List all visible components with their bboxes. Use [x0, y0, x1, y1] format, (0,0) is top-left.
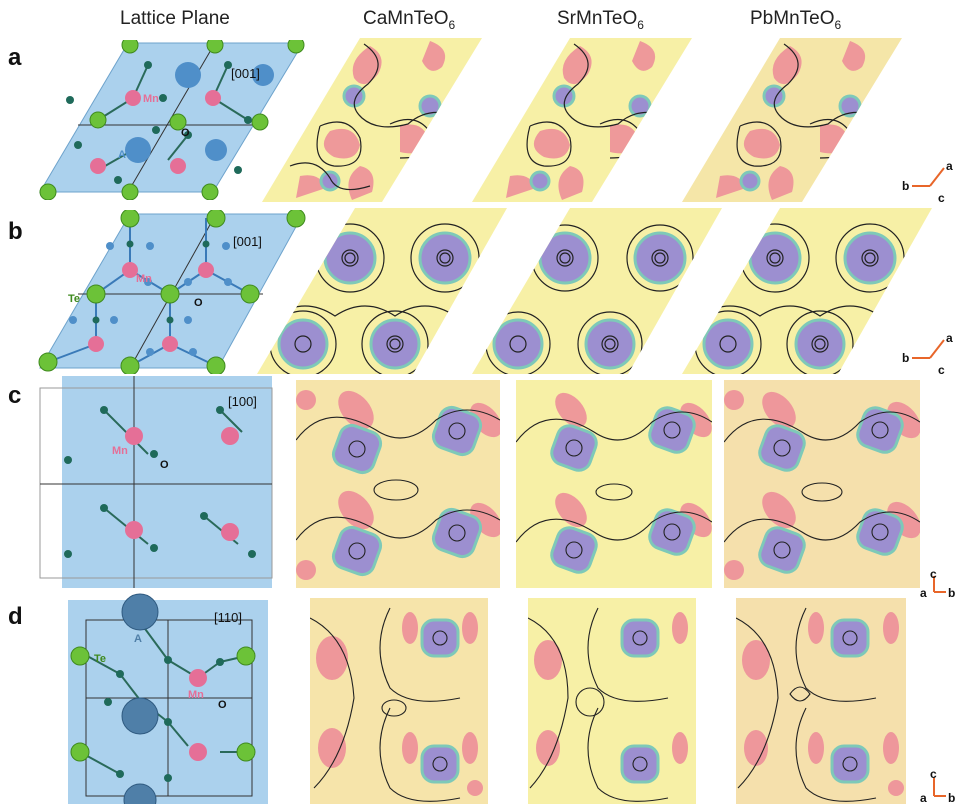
axis-indicator-b: a b c: [902, 331, 953, 377]
density-map-b-pbmnteo6: [682, 208, 932, 374]
density-map-d-pbmnteo6: [736, 598, 906, 804]
svg-text:b: b: [948, 586, 955, 600]
header-pbmnteo6: PbMnTeO6: [750, 8, 842, 32]
header-srmnteo6: SrMnTeO6: [557, 8, 644, 32]
svg-text:O: O: [181, 127, 190, 139]
svg-text:b: b: [948, 791, 955, 804]
svg-text:c: c: [930, 768, 937, 781]
svg-text:O: O: [218, 699, 227, 711]
svg-text:a: a: [946, 331, 953, 345]
svg-text:O: O: [194, 297, 203, 309]
axis-indicator-a: a b c: [902, 159, 953, 205]
svg-text:Te: Te: [68, 293, 80, 305]
svg-text:O: O: [160, 459, 169, 471]
svg-text:a: a: [946, 159, 953, 173]
panel-label-b: b: [8, 218, 23, 245]
svg-text:A: A: [118, 149, 126, 161]
density-map-c-srmnteo6: [516, 380, 712, 588]
density-map-c-pbmnteo6: [724, 380, 920, 588]
density-map-b-camnteo6: [257, 208, 507, 374]
svg-text:Te: Te: [94, 653, 106, 665]
svg-text:Mn: Mn: [112, 445, 128, 457]
svg-text:b: b: [902, 179, 909, 193]
svg-text:[001]: [001]: [231, 66, 260, 81]
svg-text:Mn: Mn: [136, 273, 152, 285]
panel-label-c: c: [8, 382, 22, 409]
density-map-b-srmnteo6: [472, 208, 722, 374]
svg-text:a: a: [920, 791, 927, 804]
lattice-plane-b: [001] Mn O Te: [38, 210, 306, 374]
density-map-c-camnteo6: [296, 380, 500, 588]
panel-label-d: d: [8, 603, 23, 630]
svg-text:c: c: [938, 191, 945, 205]
density-map-a-pbmnteo6: [682, 38, 902, 202]
a-site-atom: [175, 62, 201, 88]
svg-text:A: A: [134, 633, 142, 645]
svg-text:[110]: [110]: [214, 610, 242, 625]
svg-text:b: b: [902, 351, 909, 365]
panel-label-a: a: [8, 44, 22, 71]
header-lattice-plane: Lattice Plane: [120, 8, 230, 29]
header-camnteo6: CaMnTeO6: [363, 8, 456, 32]
svg-text:c: c: [930, 570, 937, 581]
svg-text:[001]: [001]: [233, 234, 262, 249]
density-map-a-srmnteo6: [472, 38, 692, 202]
axis-indicator-c: c a b: [920, 570, 955, 600]
axis-indicator-d: c a b: [920, 768, 955, 804]
svg-text:c: c: [938, 363, 945, 377]
lattice-plane-c: [100] Mn O: [39, 376, 273, 588]
density-map-d-srmnteo6: [528, 598, 696, 804]
svg-text:a: a: [920, 586, 927, 600]
svg-text:Mn: Mn: [188, 689, 204, 701]
svg-text:[100]: [100]: [228, 394, 257, 409]
svg-text:Mn: Mn: [143, 93, 159, 105]
density-map-a-camnteo6: [262, 38, 482, 202]
density-map-d-camnteo6: [310, 598, 488, 804]
lattice-plane-d: [110] A Te Mn O: [68, 593, 268, 804]
lattice-plane-a: [001] Mn O A: [39, 40, 305, 200]
